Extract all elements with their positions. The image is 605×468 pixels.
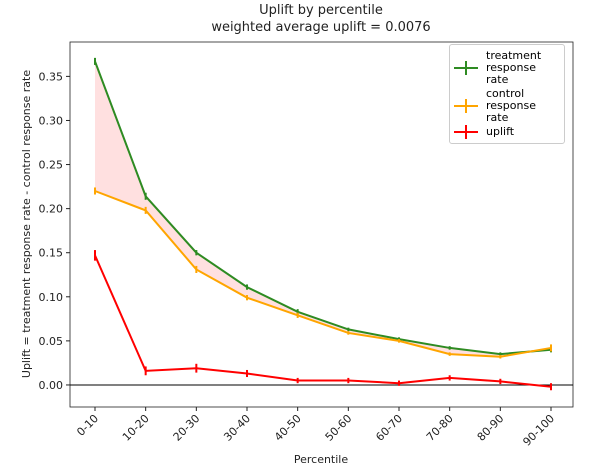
legend-swatch bbox=[454, 125, 478, 139]
y-tick-label: 0.20 bbox=[39, 203, 64, 216]
x-axis-label: Percentile bbox=[294, 453, 349, 466]
x-tick-label: 30-40 bbox=[221, 412, 253, 444]
y-tick-label: 0.05 bbox=[39, 335, 64, 348]
x-tick-label: 60-70 bbox=[373, 412, 405, 444]
series-line bbox=[94, 190, 552, 358]
chart-title: Uplift by percentile bbox=[259, 3, 383, 18]
chart-subtitle: weighted average uplift = 0.0076 bbox=[211, 20, 430, 35]
x-tick-label: 0-10 bbox=[74, 412, 101, 439]
legend: treatment response rate control response … bbox=[449, 44, 565, 144]
x-tick-label: 50-60 bbox=[323, 412, 355, 444]
x-tick-label: 40-50 bbox=[272, 412, 304, 444]
legend-item: uplift bbox=[454, 125, 560, 139]
legend-swatch bbox=[454, 99, 478, 113]
x-tick-label: 20-30 bbox=[171, 412, 203, 444]
y-tick-label: 0.35 bbox=[39, 70, 64, 83]
x-tick-label: 90-100 bbox=[520, 412, 557, 449]
x-tick-label: 70-80 bbox=[424, 412, 456, 444]
legend-label: uplift bbox=[486, 125, 515, 138]
y-tick-label: 0.00 bbox=[39, 379, 64, 392]
y-axis-label: Uplift = treatment response rate - contr… bbox=[20, 70, 33, 378]
legend-swatch bbox=[454, 61, 478, 75]
series-line bbox=[94, 254, 552, 388]
legend-label: treatment response rate bbox=[486, 49, 542, 86]
y-tick-label: 0.10 bbox=[39, 291, 64, 304]
x-tick-label: 80-90 bbox=[475, 412, 507, 444]
series-line bbox=[94, 61, 552, 356]
legend-label: control response rate bbox=[486, 87, 536, 124]
plot-frame bbox=[69, 41, 574, 408]
y-tick-label: 0.15 bbox=[39, 247, 64, 260]
legend-item: treatment response rate bbox=[454, 50, 560, 86]
x-tick-label: 10-20 bbox=[120, 412, 152, 444]
y-tick-label: 0.25 bbox=[39, 159, 64, 172]
y-tick-label: 0.30 bbox=[39, 114, 64, 127]
legend-item: control response rate bbox=[454, 88, 560, 124]
